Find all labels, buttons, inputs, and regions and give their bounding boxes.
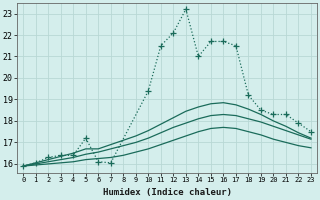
X-axis label: Humidex (Indice chaleur): Humidex (Indice chaleur) [103,188,232,197]
